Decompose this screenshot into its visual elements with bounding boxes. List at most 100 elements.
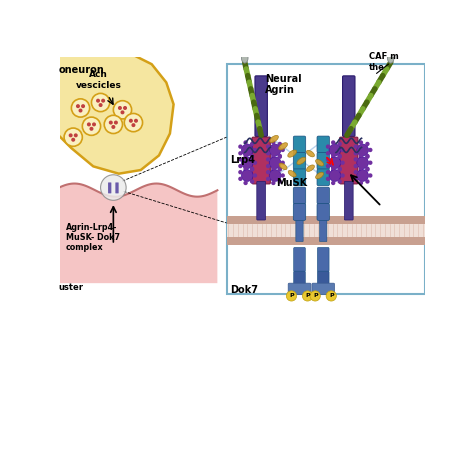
Circle shape bbox=[269, 170, 281, 182]
Ellipse shape bbox=[307, 150, 314, 157]
Circle shape bbox=[250, 166, 254, 171]
Circle shape bbox=[271, 181, 275, 185]
Circle shape bbox=[329, 157, 341, 169]
Circle shape bbox=[244, 153, 248, 157]
Circle shape bbox=[326, 151, 330, 155]
Circle shape bbox=[281, 161, 285, 165]
Circle shape bbox=[326, 145, 330, 149]
Text: P: P bbox=[313, 293, 318, 299]
FancyBboxPatch shape bbox=[343, 76, 355, 137]
FancyBboxPatch shape bbox=[317, 169, 329, 186]
Circle shape bbox=[359, 168, 363, 173]
Circle shape bbox=[354, 164, 358, 168]
Text: Ach
vescicles: Ach vescicles bbox=[76, 70, 122, 90]
Circle shape bbox=[120, 110, 125, 114]
Circle shape bbox=[111, 125, 115, 129]
Circle shape bbox=[281, 148, 285, 152]
Text: P: P bbox=[289, 293, 294, 299]
Circle shape bbox=[91, 93, 109, 112]
Circle shape bbox=[340, 148, 345, 152]
Ellipse shape bbox=[241, 53, 248, 63]
Circle shape bbox=[123, 106, 127, 110]
Circle shape bbox=[354, 177, 358, 181]
Circle shape bbox=[365, 167, 370, 172]
Text: CAF m
the: CAF m the bbox=[369, 52, 399, 72]
Circle shape bbox=[250, 167, 254, 172]
Ellipse shape bbox=[316, 172, 324, 179]
Ellipse shape bbox=[270, 136, 278, 143]
Circle shape bbox=[238, 164, 243, 168]
FancyBboxPatch shape bbox=[255, 76, 267, 137]
Circle shape bbox=[241, 144, 253, 156]
Text: uster: uster bbox=[59, 283, 83, 292]
FancyBboxPatch shape bbox=[319, 215, 327, 242]
FancyBboxPatch shape bbox=[293, 204, 306, 220]
Circle shape bbox=[109, 120, 113, 125]
Circle shape bbox=[278, 155, 282, 159]
Circle shape bbox=[359, 155, 363, 160]
Circle shape bbox=[269, 157, 281, 169]
Circle shape bbox=[354, 145, 358, 149]
Circle shape bbox=[359, 166, 363, 170]
Circle shape bbox=[114, 120, 118, 125]
Circle shape bbox=[241, 157, 253, 169]
FancyBboxPatch shape bbox=[317, 153, 329, 169]
Circle shape bbox=[238, 151, 243, 155]
Circle shape bbox=[340, 161, 345, 165]
Circle shape bbox=[359, 153, 363, 157]
FancyBboxPatch shape bbox=[288, 283, 311, 294]
Circle shape bbox=[302, 291, 313, 301]
Circle shape bbox=[331, 166, 336, 170]
Circle shape bbox=[354, 170, 358, 174]
Circle shape bbox=[271, 155, 275, 160]
FancyBboxPatch shape bbox=[227, 224, 425, 237]
Circle shape bbox=[354, 157, 358, 162]
Circle shape bbox=[365, 166, 370, 171]
FancyBboxPatch shape bbox=[227, 237, 425, 245]
Circle shape bbox=[64, 128, 82, 146]
Circle shape bbox=[244, 168, 248, 173]
Text: Dok7: Dok7 bbox=[230, 285, 258, 295]
FancyBboxPatch shape bbox=[317, 136, 329, 153]
Circle shape bbox=[250, 155, 254, 159]
Circle shape bbox=[266, 177, 270, 181]
Circle shape bbox=[271, 140, 275, 145]
Circle shape bbox=[82, 117, 100, 136]
Circle shape bbox=[365, 179, 370, 184]
Text: Lrp4: Lrp4 bbox=[230, 155, 255, 165]
Circle shape bbox=[271, 166, 275, 170]
Circle shape bbox=[340, 173, 345, 178]
Circle shape bbox=[271, 153, 275, 157]
Circle shape bbox=[278, 167, 282, 172]
Circle shape bbox=[329, 144, 341, 156]
Circle shape bbox=[357, 157, 368, 169]
Circle shape bbox=[71, 138, 75, 142]
Circle shape bbox=[253, 148, 257, 152]
Circle shape bbox=[90, 127, 93, 131]
FancyBboxPatch shape bbox=[294, 271, 305, 287]
Circle shape bbox=[337, 166, 342, 171]
Ellipse shape bbox=[316, 159, 324, 166]
Circle shape bbox=[331, 153, 336, 157]
FancyBboxPatch shape bbox=[293, 187, 306, 204]
FancyBboxPatch shape bbox=[257, 182, 265, 220]
FancyBboxPatch shape bbox=[294, 247, 305, 272]
Circle shape bbox=[365, 142, 370, 146]
Circle shape bbox=[337, 179, 342, 184]
FancyBboxPatch shape bbox=[293, 169, 306, 186]
Circle shape bbox=[286, 291, 297, 301]
Circle shape bbox=[253, 161, 257, 165]
Circle shape bbox=[244, 155, 248, 160]
Circle shape bbox=[72, 99, 90, 117]
Circle shape bbox=[118, 106, 122, 110]
Circle shape bbox=[337, 167, 342, 172]
Circle shape bbox=[266, 151, 270, 155]
FancyBboxPatch shape bbox=[108, 182, 111, 193]
Circle shape bbox=[368, 161, 373, 165]
Circle shape bbox=[266, 157, 270, 162]
Circle shape bbox=[250, 142, 254, 146]
Circle shape bbox=[238, 145, 243, 149]
Circle shape bbox=[337, 154, 342, 158]
FancyBboxPatch shape bbox=[318, 247, 329, 272]
Circle shape bbox=[326, 291, 337, 301]
